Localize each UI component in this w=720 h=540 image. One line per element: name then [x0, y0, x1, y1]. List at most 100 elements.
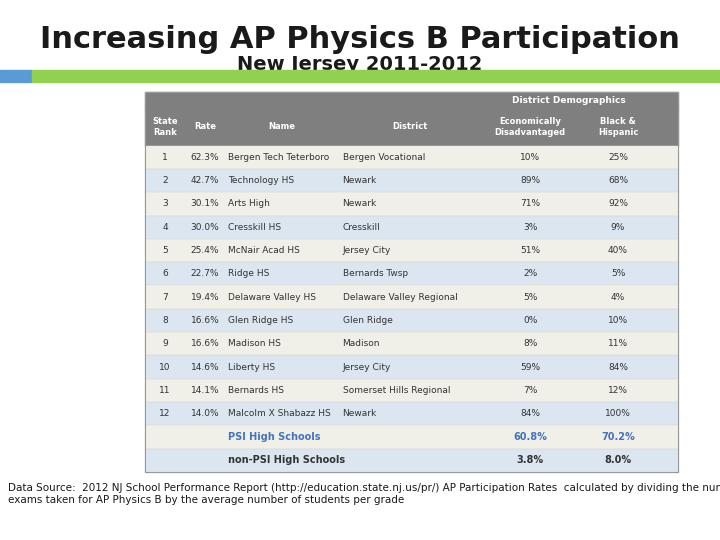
- Text: 25%: 25%: [608, 153, 628, 162]
- Text: 19.4%: 19.4%: [191, 293, 220, 302]
- Text: Newark: Newark: [343, 199, 377, 208]
- Text: Malcolm X Shabazz HS: Malcolm X Shabazz HS: [228, 409, 330, 418]
- Text: 14.6%: 14.6%: [191, 362, 220, 372]
- Bar: [145, 192, 678, 215]
- Text: 1: 1: [162, 153, 168, 162]
- Bar: [145, 402, 678, 426]
- Bar: [145, 379, 678, 402]
- Text: Technology HS: Technology HS: [228, 176, 294, 185]
- Text: 84%: 84%: [608, 362, 628, 372]
- Bar: [145, 92, 678, 472]
- Text: 14.0%: 14.0%: [191, 409, 220, 418]
- Bar: [145, 169, 678, 192]
- Text: 70.2%: 70.2%: [601, 432, 635, 442]
- Text: Cresskill: Cresskill: [343, 222, 380, 232]
- Bar: [145, 332, 678, 355]
- Text: State
Rank: State Rank: [152, 117, 178, 137]
- Text: Delaware Valley Regional: Delaware Valley Regional: [343, 293, 457, 302]
- Text: Jersey City: Jersey City: [343, 362, 391, 372]
- Text: 30.1%: 30.1%: [191, 199, 220, 208]
- Text: 2: 2: [162, 176, 168, 185]
- Text: 100%: 100%: [605, 409, 631, 418]
- Text: Glen Ridge: Glen Ridge: [343, 316, 392, 325]
- Text: 6: 6: [162, 269, 168, 278]
- Text: 8%: 8%: [523, 339, 537, 348]
- Text: Delaware Valley HS: Delaware Valley HS: [228, 293, 316, 302]
- Text: 5: 5: [162, 246, 168, 255]
- Text: Ridge HS: Ridge HS: [228, 269, 269, 278]
- Text: Economically
Disadvantaged: Economically Disadvantaged: [495, 117, 566, 137]
- Text: 7: 7: [162, 293, 168, 302]
- Text: Arts High: Arts High: [228, 199, 270, 208]
- Text: Name: Name: [269, 123, 296, 131]
- Text: McNair Acad HS: McNair Acad HS: [228, 246, 300, 255]
- Text: Liberty HS: Liberty HS: [228, 362, 275, 372]
- Bar: [145, 309, 678, 332]
- Text: Jersey City: Jersey City: [343, 246, 391, 255]
- Text: 42.7%: 42.7%: [191, 176, 219, 185]
- Text: 7%: 7%: [523, 386, 537, 395]
- Text: 12%: 12%: [608, 386, 628, 395]
- Text: 60.8%: 60.8%: [513, 432, 547, 442]
- Text: 11: 11: [159, 386, 171, 395]
- Text: 5%: 5%: [611, 269, 625, 278]
- Text: 11%: 11%: [608, 339, 628, 348]
- Text: 92%: 92%: [608, 199, 628, 208]
- Bar: [145, 92, 678, 472]
- Text: 9: 9: [162, 339, 168, 348]
- Text: 62.3%: 62.3%: [191, 153, 220, 162]
- Text: non-PSI High Schools: non-PSI High Schools: [228, 455, 345, 465]
- Text: 89%: 89%: [520, 176, 540, 185]
- Text: 71%: 71%: [520, 199, 540, 208]
- Text: Black &
Hispanic: Black & Hispanic: [598, 117, 638, 137]
- Text: 5%: 5%: [523, 293, 537, 302]
- Text: Bernards Twsp: Bernards Twsp: [343, 269, 408, 278]
- Bar: [145, 239, 678, 262]
- Text: 51%: 51%: [520, 246, 540, 255]
- Text: Madison: Madison: [343, 339, 380, 348]
- Text: 4%: 4%: [611, 293, 625, 302]
- Bar: [145, 286, 678, 309]
- Text: 84%: 84%: [520, 409, 540, 418]
- Text: 22.7%: 22.7%: [191, 269, 219, 278]
- Text: 4: 4: [162, 222, 168, 232]
- Text: 3: 3: [162, 199, 168, 208]
- Text: District Demographics: District Demographics: [512, 96, 626, 105]
- Bar: [0, 70, 32, 82]
- Text: Madison HS: Madison HS: [228, 339, 281, 348]
- Text: 9%: 9%: [611, 222, 625, 232]
- Text: Rate: Rate: [194, 123, 216, 131]
- Bar: [145, 426, 678, 449]
- Bar: [145, 262, 678, 286]
- Text: Newark: Newark: [343, 409, 377, 418]
- Text: Newark: Newark: [343, 176, 377, 185]
- Text: 16.6%: 16.6%: [191, 339, 220, 348]
- Text: Glen Ridge HS: Glen Ridge HS: [228, 316, 293, 325]
- Text: 3.8%: 3.8%: [516, 455, 544, 465]
- Text: 10%: 10%: [520, 153, 540, 162]
- Text: 0%: 0%: [523, 316, 537, 325]
- Text: 14.1%: 14.1%: [191, 386, 220, 395]
- Text: Somerset Hills Regional: Somerset Hills Regional: [343, 386, 450, 395]
- Text: Data Source:  2012 NJ School Performance Report (http://education.state.nj.us/pr: Data Source: 2012 NJ School Performance …: [8, 483, 720, 493]
- Text: 8.0%: 8.0%: [605, 455, 631, 465]
- Text: 12: 12: [159, 409, 171, 418]
- Bar: [145, 355, 678, 379]
- Text: 16.6%: 16.6%: [191, 316, 220, 325]
- Text: exams taken for AP Physics B by the average number of students per grade: exams taken for AP Physics B by the aver…: [8, 495, 404, 505]
- Text: 25.4%: 25.4%: [191, 246, 219, 255]
- Text: 10: 10: [159, 362, 171, 372]
- Text: PSI High Schools: PSI High Schools: [228, 432, 320, 442]
- Text: Bergen Tech Teterboro: Bergen Tech Teterboro: [228, 153, 329, 162]
- Text: Bernards HS: Bernards HS: [228, 386, 284, 395]
- Text: Cresskill HS: Cresskill HS: [228, 222, 281, 232]
- Bar: [145, 449, 678, 472]
- Text: Bergen Vocational: Bergen Vocational: [343, 153, 425, 162]
- Text: 2%: 2%: [523, 269, 537, 278]
- Bar: [32, 70, 720, 82]
- Text: District: District: [392, 123, 428, 131]
- Text: 8: 8: [162, 316, 168, 325]
- Text: 59%: 59%: [520, 362, 540, 372]
- Text: 10%: 10%: [608, 316, 628, 325]
- Bar: [145, 109, 678, 146]
